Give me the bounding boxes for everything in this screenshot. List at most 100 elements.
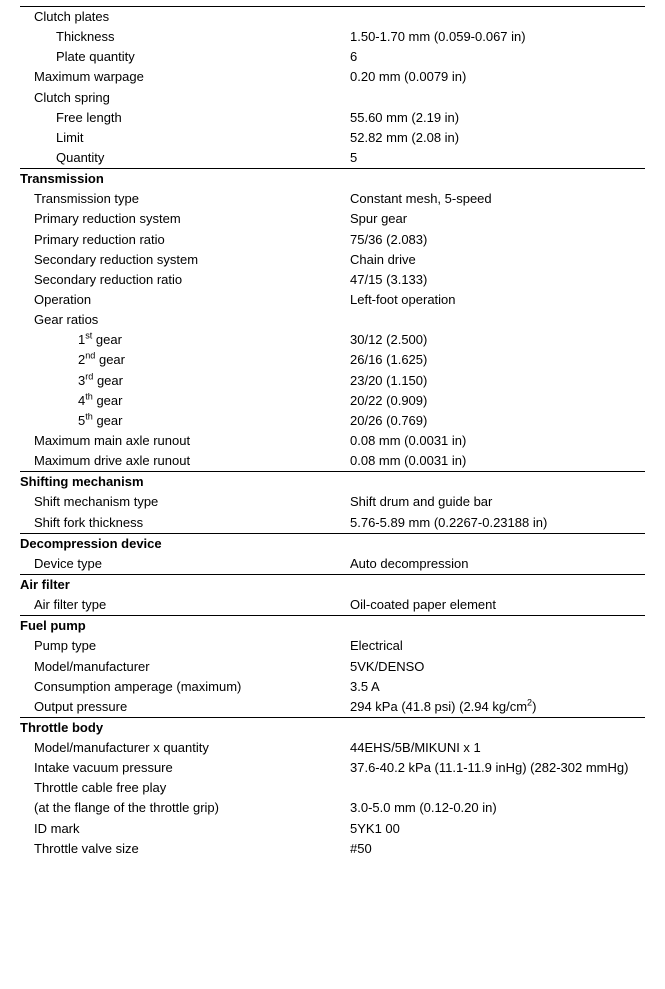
- spec-value: Left-foot operation: [350, 290, 645, 310]
- spec-label: Maximum drive axle runout: [20, 451, 350, 471]
- spec-label: Secondary reduction ratio: [20, 270, 350, 290]
- spec-label: Air filter: [20, 575, 350, 595]
- spec-label: Primary reduction ratio: [20, 230, 350, 250]
- spec-value: Shift drum and guide bar: [350, 492, 645, 512]
- spec-row: Model/manufacturer x quantity44EHS/5B/MI…: [20, 738, 645, 758]
- spec-section: Air filterAir filter typeOil-coated pape…: [20, 574, 645, 615]
- spec-row: OperationLeft-foot operation: [20, 290, 645, 310]
- spec-value: [350, 778, 645, 798]
- spec-label: Shift fork thickness: [20, 513, 350, 533]
- spec-value: 47/15 (3.133): [350, 270, 645, 290]
- spec-label: Fuel pump: [20, 616, 350, 636]
- spec-section: TransmissionTransmission typeConstant me…: [20, 168, 645, 471]
- spec-value: 0.20 mm (0.0079 in): [350, 67, 645, 87]
- spec-label: 3rd gear: [20, 371, 350, 391]
- spec-value: [350, 169, 645, 189]
- spec-label: Model/manufacturer: [20, 657, 350, 677]
- spec-value: 75/36 (2.083): [350, 230, 645, 250]
- spec-value: 52.82 mm (2.08 in): [350, 128, 645, 148]
- spec-label: Quantity: [20, 148, 350, 168]
- spec-label: ID mark: [20, 819, 350, 839]
- spec-label: Model/manufacturer x quantity: [20, 738, 350, 758]
- spec-row: Free length55.60 mm (2.19 in): [20, 108, 645, 128]
- spec-row: Shift fork thickness5.76-5.89 mm (0.2267…: [20, 513, 645, 533]
- spec-section: Shifting mechanismShift mechanism typeSh…: [20, 471, 645, 532]
- spec-value: 0.08 mm (0.0031 in): [350, 451, 645, 471]
- spec-row: 4th gear20/22 (0.909): [20, 391, 645, 411]
- spec-label: Throttle cable free play: [20, 778, 350, 798]
- spec-label: 5th gear: [20, 411, 350, 431]
- spec-row: Plate quantity6: [20, 47, 645, 67]
- spec-value: Oil-coated paper element: [350, 595, 645, 615]
- spec-label: Plate quantity: [20, 47, 350, 67]
- spec-label: 2nd gear: [20, 350, 350, 370]
- spec-value: Spur gear: [350, 209, 645, 229]
- spec-label: Transmission: [20, 169, 350, 189]
- spec-label: Operation: [20, 290, 350, 310]
- spec-value: 20/22 (0.909): [350, 391, 645, 411]
- spec-label: Shifting mechanism: [20, 472, 350, 492]
- spec-value: Chain drive: [350, 250, 645, 270]
- spec-value: 20/26 (0.769): [350, 411, 645, 431]
- spec-value: 44EHS/5B/MIKUNI x 1: [350, 738, 645, 758]
- spec-row: Fuel pump: [20, 616, 645, 636]
- spec-label: Limit: [20, 128, 350, 148]
- spec-row: Transmission: [20, 169, 645, 189]
- spec-row: Limit52.82 mm (2.08 in): [20, 128, 645, 148]
- spec-label: Output pressure: [20, 697, 350, 717]
- spec-label: Clutch plates: [20, 7, 350, 27]
- spec-value: Auto decompression: [350, 554, 645, 574]
- spec-value: 5VK/DENSO: [350, 657, 645, 677]
- spec-row: (at the flange of the throttle grip)3.0-…: [20, 798, 645, 818]
- spec-row: 1st gear30/12 (2.500): [20, 330, 645, 350]
- spec-label: Gear ratios: [20, 310, 350, 330]
- spec-label: Secondary reduction system: [20, 250, 350, 270]
- spec-value: 3.0-5.0 mm (0.12-0.20 in): [350, 798, 645, 818]
- spec-value: 6: [350, 47, 645, 67]
- spec-value: 5YK1 00: [350, 819, 645, 839]
- spec-label: Free length: [20, 108, 350, 128]
- spec-row: Clutch spring: [20, 88, 645, 108]
- spec-row: Device typeAuto decompression: [20, 554, 645, 574]
- spec-section: Clutch platesThickness1.50-1.70 mm (0.05…: [20, 6, 645, 168]
- spec-label: 1st gear: [20, 330, 350, 350]
- spec-row: ID mark5YK1 00: [20, 819, 645, 839]
- spec-value: [350, 616, 645, 636]
- spec-section: Throttle bodyModel/manufacturer x quanti…: [20, 717, 645, 859]
- spec-value: 294 kPa (41.8 psi) (2.94 kg/cm2): [350, 697, 645, 717]
- spec-value: #50: [350, 839, 645, 859]
- spec-section: Fuel pumpPump typeElectricalModel/manufa…: [20, 615, 645, 717]
- spec-row: Gear ratios: [20, 310, 645, 330]
- spec-label: Thickness: [20, 27, 350, 47]
- spec-value: [350, 7, 645, 27]
- spec-label: Device type: [20, 554, 350, 574]
- spec-row: Throttle body: [20, 718, 645, 738]
- spec-label: Maximum main axle runout: [20, 431, 350, 451]
- spec-value: 55.60 mm (2.19 in): [350, 108, 645, 128]
- spec-row: Pump typeElectrical: [20, 636, 645, 656]
- spec-value: 5: [350, 148, 645, 168]
- spec-row: Clutch plates: [20, 7, 645, 27]
- spec-value: 3.5 A: [350, 677, 645, 697]
- spec-label: Shift mechanism type: [20, 492, 350, 512]
- spec-label: 4th gear: [20, 391, 350, 411]
- spec-row: Maximum main axle runout0.08 mm (0.0031 …: [20, 431, 645, 451]
- spec-value: 0.08 mm (0.0031 in): [350, 431, 645, 451]
- spec-row: Air filter typeOil-coated paper element: [20, 595, 645, 615]
- spec-row: Shift mechanism typeShift drum and guide…: [20, 492, 645, 512]
- spec-value: 5.76-5.89 mm (0.2267-0.23188 in): [350, 513, 645, 533]
- spec-page: Clutch platesThickness1.50-1.70 mm (0.05…: [0, 0, 665, 879]
- spec-row: Output pressure294 kPa (41.8 psi) (2.94 …: [20, 697, 645, 717]
- spec-value: Electrical: [350, 636, 645, 656]
- spec-label: Intake vacuum pressure: [20, 758, 350, 778]
- spec-row: Quantity5: [20, 148, 645, 168]
- spec-row: Secondary reduction systemChain drive: [20, 250, 645, 270]
- spec-row: Intake vacuum pressure37.6-40.2 kPa (11.…: [20, 758, 645, 778]
- spec-section: Decompression deviceDevice typeAuto deco…: [20, 533, 645, 574]
- spec-label: Transmission type: [20, 189, 350, 209]
- spec-label: Primary reduction system: [20, 209, 350, 229]
- spec-label: Throttle body: [20, 718, 350, 738]
- spec-value: 30/12 (2.500): [350, 330, 645, 350]
- spec-row: 3rd gear23/20 (1.150): [20, 371, 645, 391]
- spec-label: Clutch spring: [20, 88, 350, 108]
